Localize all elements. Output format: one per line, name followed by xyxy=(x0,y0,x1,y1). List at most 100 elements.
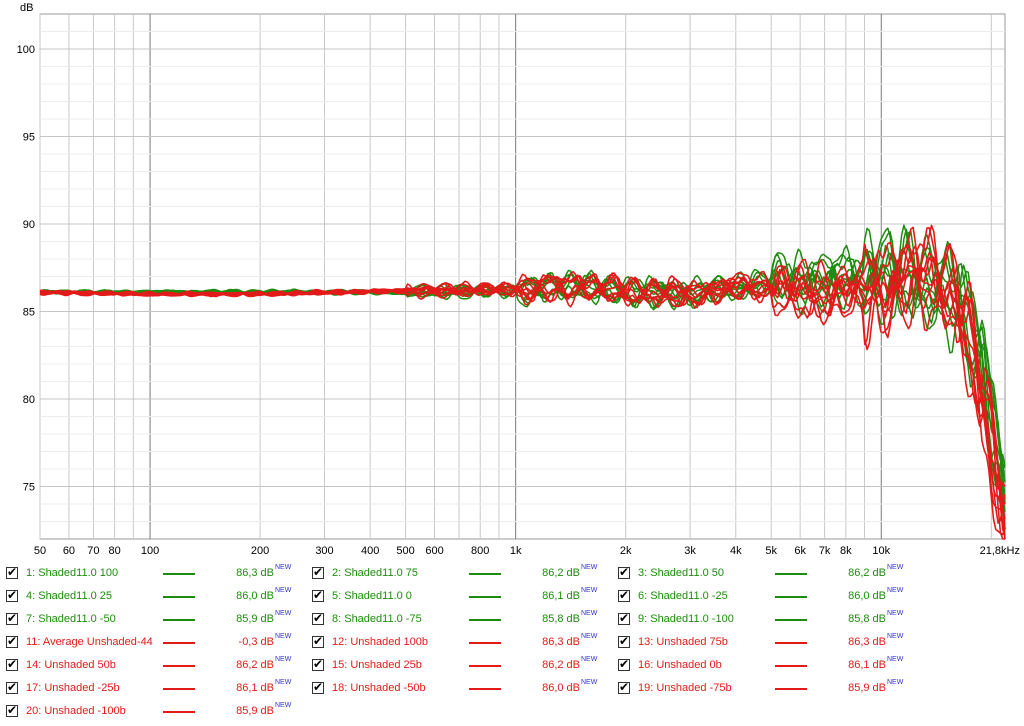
legend-new-badge: NEW xyxy=(275,702,292,709)
legend-new-badge: NEW xyxy=(275,610,292,617)
legend-value: 85,8 dB xyxy=(848,613,886,625)
legend-label: 1: Shaded11.0 100 xyxy=(26,567,119,579)
legend-checkbox[interactable] xyxy=(618,680,630,694)
legend-checkbox[interactable] xyxy=(312,680,324,694)
legend-swatch xyxy=(775,573,807,575)
x-tick-label: 8k xyxy=(840,545,852,557)
legend-label: 5: Shaded11.0 0 xyxy=(332,590,412,602)
x-tick-label: 100 xyxy=(141,545,159,557)
y-tick-label: 90 xyxy=(23,219,35,231)
legend-label: 19: Unshaded -75b xyxy=(638,682,732,694)
legend-checkbox[interactable] xyxy=(6,634,18,648)
legend-swatch xyxy=(163,619,195,621)
legend-checkbox[interactable] xyxy=(312,565,324,579)
x-tick-label: 2k xyxy=(620,545,632,557)
legend-value: 85,8 dB xyxy=(542,613,580,625)
y-tick-label: 85 xyxy=(23,307,35,319)
legend-swatch xyxy=(469,619,501,621)
legend-swatch xyxy=(775,642,807,644)
y-tick-label: 75 xyxy=(23,482,35,494)
legend-new-badge: NEW xyxy=(581,564,598,571)
x-tick-label: 5k xyxy=(765,545,777,557)
legend-checkbox[interactable] xyxy=(312,634,324,648)
x-tick-label: 500 xyxy=(396,545,414,557)
legend-new-badge: NEW xyxy=(275,656,292,663)
legend-swatch xyxy=(775,619,807,621)
legend-value: 86,0 dB xyxy=(848,590,886,602)
legend-checkbox[interactable] xyxy=(6,565,18,579)
legend-checkbox[interactable] xyxy=(618,565,630,579)
legend-swatch xyxy=(775,596,807,598)
series-line-19 xyxy=(39,244,1005,540)
legend-swatch xyxy=(163,711,195,713)
legend-value: -0,3 dB xyxy=(238,636,274,648)
series-line-16 xyxy=(39,224,1006,530)
legend-value: 86,0 dB xyxy=(236,590,274,602)
legend-value: 86,1 dB xyxy=(848,659,886,671)
legend-swatch xyxy=(469,596,501,598)
legend-new-badge: NEW xyxy=(275,587,292,594)
legend-value: 86,3 dB xyxy=(848,636,886,648)
y-tick-label: 80 xyxy=(23,394,35,406)
x-tick-label: 1k xyxy=(510,545,522,557)
legend-new-badge: NEW xyxy=(887,564,904,571)
legend-checkbox[interactable] xyxy=(6,611,18,625)
legend-label: 17: Unshaded -25b xyxy=(26,682,120,694)
x-tick-label: 3k xyxy=(684,545,696,557)
legend-checkbox[interactable] xyxy=(6,588,18,602)
legend-checkbox[interactable] xyxy=(618,657,630,671)
legend-new-badge: NEW xyxy=(887,587,904,594)
x-tick-label: 200 xyxy=(251,545,269,557)
legend-value: 86,2 dB xyxy=(542,567,580,579)
legend-checkbox[interactable] xyxy=(312,657,324,671)
legend-checkbox[interactable] xyxy=(6,703,18,717)
legend-swatch xyxy=(469,665,501,667)
legend-label: 14: Unshaded 50b xyxy=(26,659,116,671)
x-tick-label: 7k xyxy=(819,545,831,557)
legend-new-badge: NEW xyxy=(581,610,598,617)
x-tick-label: 400 xyxy=(361,545,379,557)
legend-checkbox[interactable] xyxy=(312,611,324,625)
x-tick-label: 10k xyxy=(872,545,890,557)
x-tick-label: 600 xyxy=(425,545,443,557)
legend-checkbox[interactable] xyxy=(312,588,324,602)
y-tick-label: 100 xyxy=(17,44,35,56)
legend-label: 7: Shaded11.0 -50 xyxy=(26,613,116,625)
legend-swatch xyxy=(163,642,195,644)
legend-new-badge: NEW xyxy=(887,679,904,686)
x-tick-label: 800 xyxy=(471,545,489,557)
legend-swatch xyxy=(163,665,195,667)
legend-new-badge: NEW xyxy=(581,587,598,594)
x-tick-label: 6k xyxy=(794,545,806,557)
legend-checkbox[interactable] xyxy=(618,634,630,648)
legend-label: 3: Shaded11.0 50 xyxy=(638,567,725,579)
legend-new-badge: NEW xyxy=(275,679,292,686)
legend-swatch xyxy=(163,596,195,598)
legend-checkbox[interactable] xyxy=(618,588,630,602)
legend-label: 12: Unshaded 100b xyxy=(332,636,429,648)
legend-checkbox[interactable] xyxy=(618,611,630,625)
legend-checkbox[interactable] xyxy=(6,657,18,671)
legend-value: 86,0 dB xyxy=(542,682,580,694)
legend-value: 85,9 dB xyxy=(236,613,274,625)
y-tick-label: 95 xyxy=(23,132,35,144)
legend-value: 86,2 dB xyxy=(848,567,886,579)
legend-new-badge: NEW xyxy=(887,633,904,640)
legend-label: 13: Unshaded 75b xyxy=(638,636,728,648)
x-tick-label: 70 xyxy=(87,545,99,557)
legend-checkbox[interactable] xyxy=(6,680,18,694)
legend-new-badge: NEW xyxy=(581,679,598,686)
y-axis-label: dB xyxy=(20,2,33,14)
legend-swatch xyxy=(469,688,501,690)
